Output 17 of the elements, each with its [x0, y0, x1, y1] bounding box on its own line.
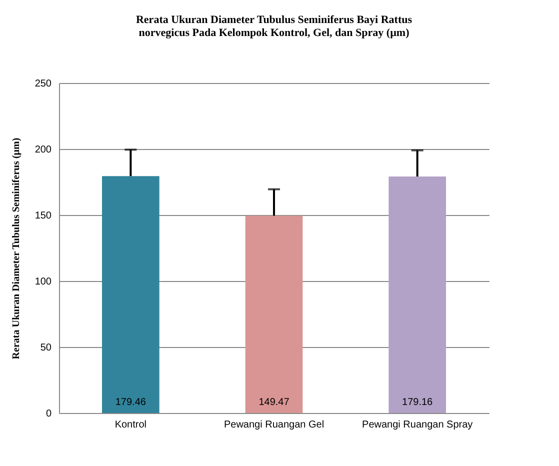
data-label: 179.46	[115, 397, 146, 408]
x-tick-label: Pewangi Ruangan Spray	[362, 420, 473, 430]
bar	[388, 176, 446, 413]
chart-title: Rerata Ukuran Diameter Tubulus Seminiferus Bayi Rattus norvegicus Pada Kelompok Kontrol, Gel, dan Spray (µm)	[136, 14, 413, 39]
x-tick-label: Pewangi Ruangan Gel	[224, 420, 324, 430]
y-axis-title: Rerata Ukuran Diameter Tubulus Seminiferus (µm)	[10, 138, 22, 360]
y-tick-label: 250	[34, 78, 52, 90]
y-tick-label: 150	[34, 210, 52, 222]
bar	[245, 216, 303, 413]
y-tick-label: 100	[34, 276, 52, 288]
y-tick-label: 0	[46, 408, 52, 420]
data-label: 149.47	[258, 397, 290, 408]
bar	[102, 176, 160, 413]
x-tick-label: Kontrol	[114, 420, 147, 430]
y-tick-label: 200	[34, 144, 52, 156]
data-label: 179.16	[402, 397, 434, 408]
y-tick-label: 50	[40, 342, 52, 354]
